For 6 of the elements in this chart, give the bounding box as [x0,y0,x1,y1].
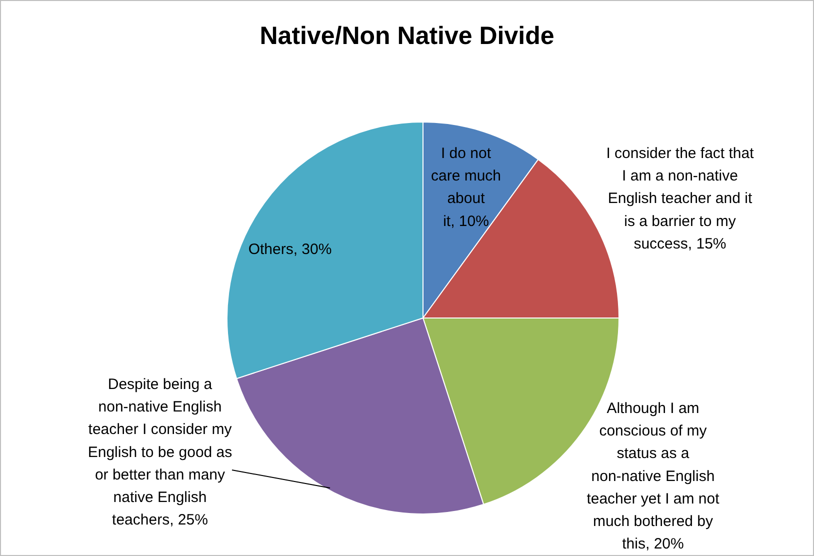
chart-title: Native/Non Native Divide [258,22,556,51]
slice-label: I do not care much about it, 10% [430,145,502,230]
slice-label: Despite being a non-native English teacher I consider my English to be good as or better than many native English teachers, 25% [88,376,232,529]
slice-label: Although I am conscious of my status as a non-native English teacher yet I am not much bothered by this, 20% [586,400,720,553]
slice-label: Others, 30% [248,241,332,258]
slice-label: I consider the fact that I am a non-native English teacher and it is a barrier to my success, 15% [606,145,755,252]
